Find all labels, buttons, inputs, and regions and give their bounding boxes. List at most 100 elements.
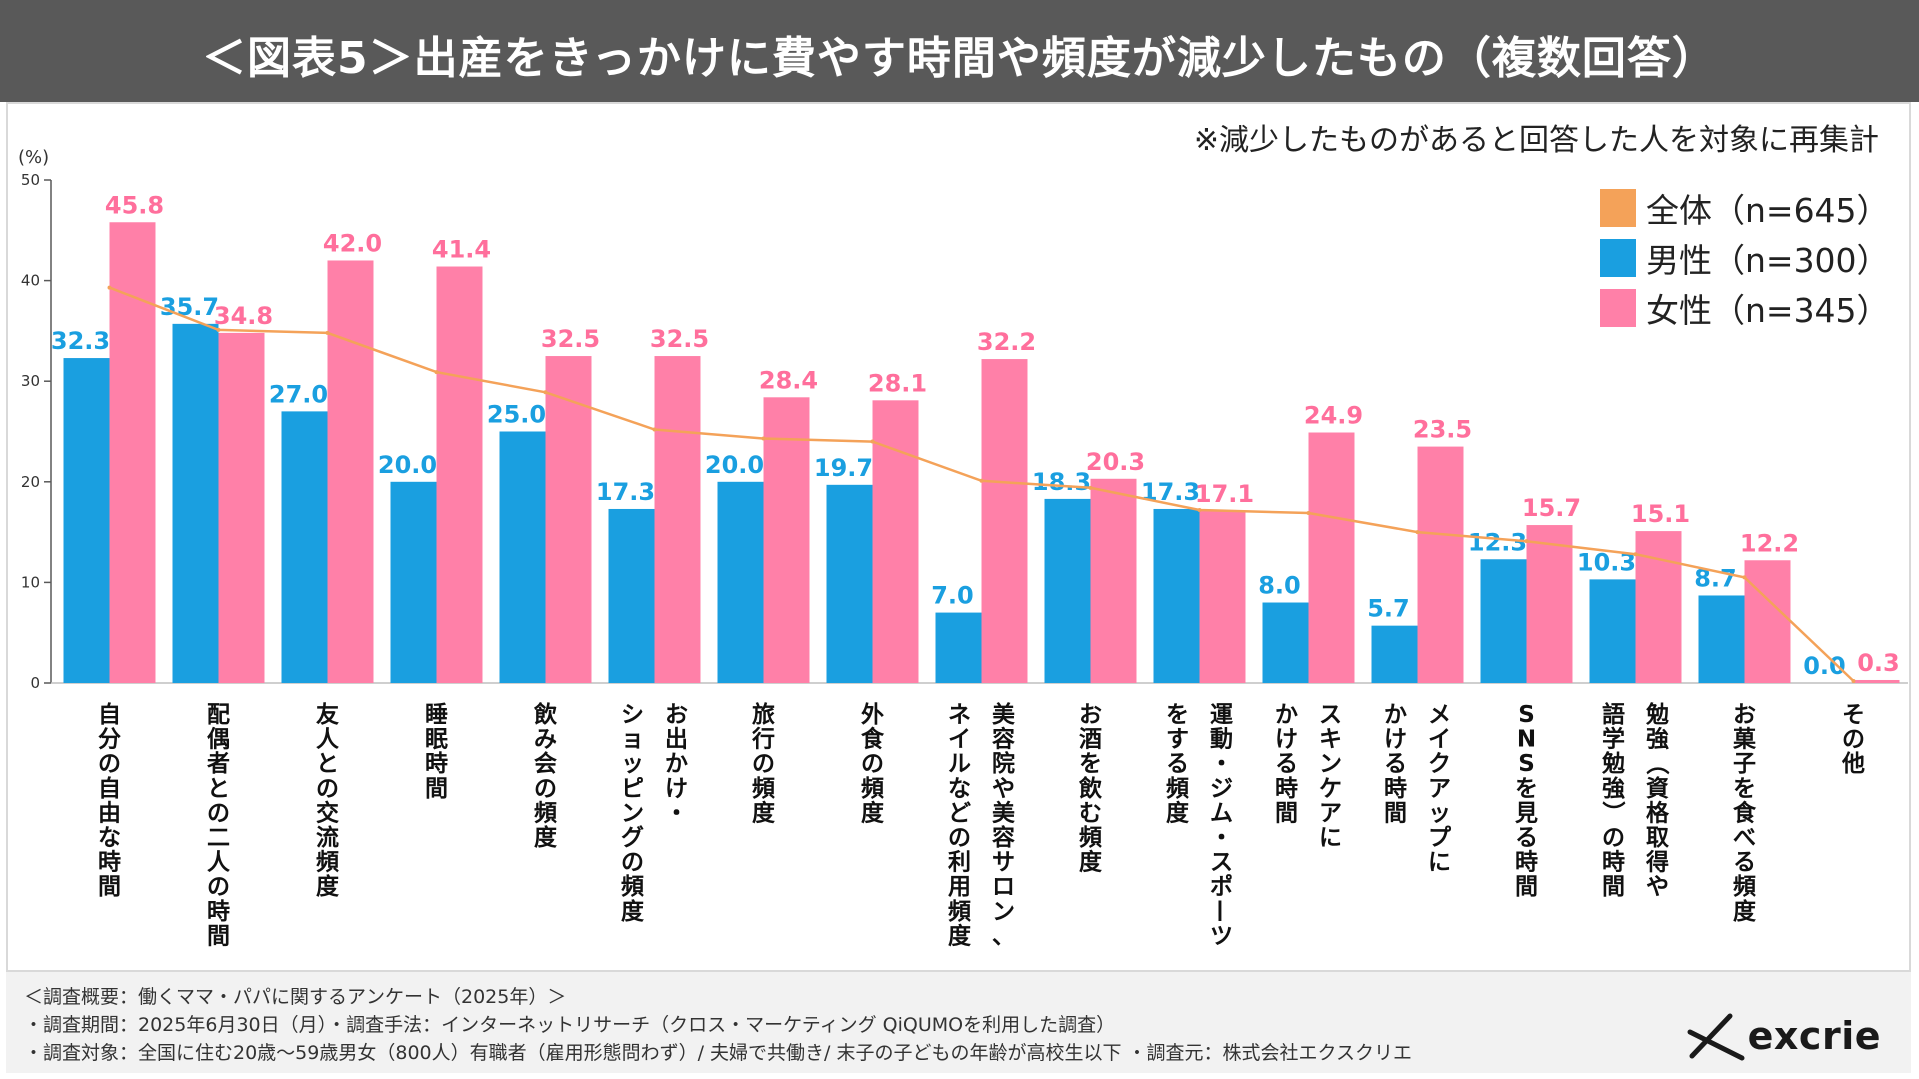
total-point xyxy=(652,427,657,432)
category-label-char: ネ xyxy=(948,702,971,728)
category-label-char: の xyxy=(316,776,339,802)
category-label-char: お xyxy=(1079,702,1102,728)
total-point xyxy=(761,436,766,441)
category-label-char: ・ xyxy=(1210,825,1233,851)
category-label-char: を xyxy=(1079,751,1102,777)
category-label-char: べ xyxy=(1733,825,1756,851)
excrie-logo-text: excrie xyxy=(1747,1014,1881,1058)
male-value-label: 12.3 xyxy=(1468,528,1527,556)
female-value-label: 12.2 xyxy=(1740,529,1799,557)
category-label-char: N xyxy=(1517,727,1536,753)
category-label-char: る xyxy=(1733,850,1756,876)
female-value-label: 23.5 xyxy=(1413,416,1472,444)
survey-target: ・調査対象：全国に住む20歳～59歳男女（800人）有職者（雇用形態問わず）/ … xyxy=(24,1042,1412,1064)
category-label-char: 勉 xyxy=(1645,701,1669,728)
total-point xyxy=(325,330,330,335)
category-label-char: 度 xyxy=(316,873,340,900)
excrie-logo-icon xyxy=(1687,1013,1745,1061)
total-point xyxy=(434,370,439,375)
category-label-char: 時 xyxy=(425,751,448,777)
category-label-char: 自 xyxy=(98,775,121,802)
category-label-char: 資 xyxy=(1646,775,1669,802)
category-label-char: に xyxy=(1428,850,1451,876)
category-label-char: と xyxy=(207,776,230,802)
category-label-char: ケ xyxy=(1319,776,1342,802)
category-label-char: ア xyxy=(1428,776,1451,802)
category-label-char: 間 xyxy=(207,923,230,949)
category-label-char: か xyxy=(1275,702,1298,728)
female-bar xyxy=(1744,560,1791,683)
category-label-char: を xyxy=(1733,776,1756,802)
total-point xyxy=(1742,575,1747,580)
total-point xyxy=(107,285,112,290)
category-label-char: 流 xyxy=(316,824,339,851)
category-label-char: の xyxy=(948,825,971,851)
category-label-char: 飲 xyxy=(533,701,558,728)
male-value-label: 20.0 xyxy=(378,451,437,479)
category-label-char: ョ xyxy=(621,727,644,753)
category-label-char: 配 xyxy=(207,702,230,728)
category-label-char: ク xyxy=(1428,751,1451,777)
category-label-char: 時 xyxy=(98,850,121,876)
category-label-char: 飲 xyxy=(1078,775,1103,802)
y-axis-unit: (%) xyxy=(18,147,49,168)
category-label-char: サ xyxy=(992,850,1015,876)
category-label-char: の xyxy=(752,751,775,777)
female-value-label: 34.8 xyxy=(214,302,273,330)
chart-legend: 全体（n=645） 男性（n=300） 女性（n=345） xyxy=(1600,183,1890,333)
female-value-label: 32.2 xyxy=(977,328,1036,356)
category-label-char: 強 xyxy=(1646,727,1669,753)
category-label-char: か xyxy=(1384,702,1407,728)
category-label-char: 外 xyxy=(861,701,884,728)
category-label-char: 度 xyxy=(1733,898,1757,925)
male-bar xyxy=(717,481,764,683)
category-label-char: を xyxy=(1515,776,1538,802)
category-label-char: 度 xyxy=(1166,799,1190,826)
chart-frame xyxy=(6,102,1911,972)
y-tick-label: 50 xyxy=(21,171,40,189)
male-bar xyxy=(826,484,873,683)
category-label-char: 院 xyxy=(992,750,1015,777)
male-bar xyxy=(608,508,655,683)
category-label-char: 頻 xyxy=(1079,825,1102,851)
category-label-char: 時 xyxy=(1275,776,1298,802)
category-label-char: 行 xyxy=(751,726,775,753)
category-label-char: ） xyxy=(1600,801,1627,824)
male-value-label: 19.7 xyxy=(814,454,873,482)
category-label-char: お xyxy=(665,702,688,728)
male-value-label: 25.0 xyxy=(487,401,546,429)
female-value-label: 15.1 xyxy=(1631,500,1690,528)
category-label-char: 間 xyxy=(1602,874,1625,900)
category-label-char: 頻 xyxy=(621,874,644,900)
category-label-char: と xyxy=(316,751,339,777)
category-label-char: 勉 xyxy=(1601,750,1625,777)
male-value-label: 17.3 xyxy=(1141,478,1200,506)
category-label-char: お xyxy=(1733,702,1756,728)
category-label-char: 二 xyxy=(207,825,230,851)
legend-swatch-female xyxy=(1600,289,1636,327)
category-label-char: 度 xyxy=(534,824,558,851)
y-tick-label: 30 xyxy=(21,372,40,390)
female-bar xyxy=(1308,432,1355,683)
category-label-char: ツ xyxy=(1210,923,1233,949)
male-value-label: 7.0 xyxy=(931,582,974,610)
category-label-char: 分 xyxy=(98,727,121,753)
category-label-char: 時 xyxy=(1515,850,1538,876)
category-label-char: 酒 xyxy=(1079,727,1102,753)
total-point xyxy=(216,327,221,332)
category-label-char: 語 xyxy=(1602,701,1625,728)
category-label-char: 頻 xyxy=(1733,874,1756,900)
category-label-char: ッ xyxy=(621,751,644,777)
category-label-char: む xyxy=(1079,800,1102,826)
category-label-char: S xyxy=(1518,702,1535,728)
category-label-char: け xyxy=(1384,727,1407,753)
category-label-char: 容 xyxy=(992,726,1015,753)
